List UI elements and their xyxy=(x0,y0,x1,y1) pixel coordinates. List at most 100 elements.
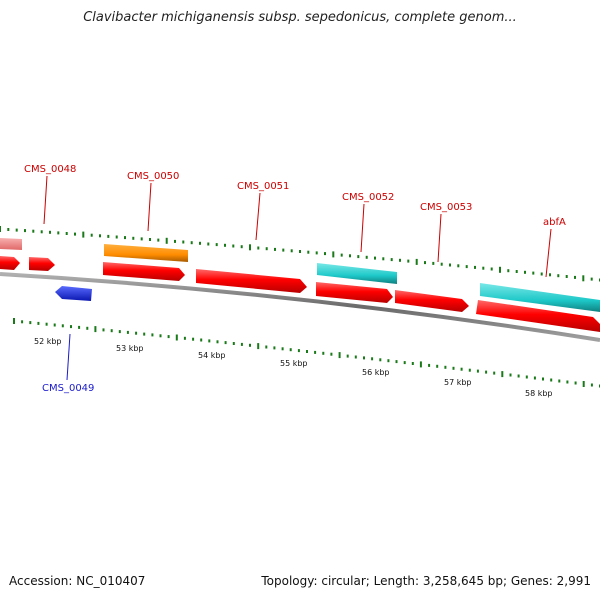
minor-tick xyxy=(590,383,593,387)
gene-feature[interactable] xyxy=(480,283,600,312)
minor-tick xyxy=(32,229,35,233)
cds-arrow[interactable] xyxy=(316,282,393,303)
minor-tick xyxy=(436,364,439,368)
minor-tick xyxy=(297,349,300,353)
minor-tick xyxy=(566,380,569,384)
cds-arrow[interactable] xyxy=(395,290,469,312)
minor-tick xyxy=(460,367,463,371)
major-tick xyxy=(582,381,585,387)
minor-tick xyxy=(78,325,81,329)
minor-tick xyxy=(515,270,518,273)
minor-tick xyxy=(65,232,68,235)
minor-tick xyxy=(151,333,154,337)
minor-tick xyxy=(135,331,138,335)
minor-tick xyxy=(7,228,10,231)
minor-tick xyxy=(110,329,113,333)
minor-tick xyxy=(322,351,325,355)
minor-tick xyxy=(99,234,101,238)
minor-tick xyxy=(379,358,382,362)
gene-label-abfa[interactable]: abfA xyxy=(543,217,566,228)
minor-tick xyxy=(432,261,435,265)
minor-tick xyxy=(507,269,510,273)
minor-tick xyxy=(346,354,349,358)
minor-tick xyxy=(407,259,410,263)
minor-tick xyxy=(465,265,468,269)
minor-tick xyxy=(403,361,406,365)
minor-tick xyxy=(159,334,162,338)
minor-tick xyxy=(215,243,218,247)
minor-tick xyxy=(74,232,76,236)
major-tick xyxy=(94,326,97,333)
genome-title: Clavibacter michiganensis subsp. sepedon… xyxy=(83,10,517,25)
minor-tick xyxy=(273,346,276,350)
gene-label-cms-0051[interactable]: CMS_0051 xyxy=(237,181,289,192)
minor-tick xyxy=(249,343,251,347)
gene-label-cms-0048[interactable]: CMS_0048 xyxy=(24,164,76,175)
cds-arrow[interactable] xyxy=(476,300,600,332)
minor-tick xyxy=(330,352,333,356)
kbp-label: 56 kbp xyxy=(362,368,390,377)
major-tick xyxy=(165,237,168,244)
minor-tick xyxy=(354,355,357,359)
reverse-cds-arrow[interactable] xyxy=(55,286,92,301)
gene-feature[interactable] xyxy=(104,244,188,262)
kbp-label: 54 kbp xyxy=(198,351,226,360)
major-tick xyxy=(499,266,501,273)
minor-tick xyxy=(307,250,310,254)
minor-tick xyxy=(395,360,398,364)
minor-tick xyxy=(207,242,210,246)
minor-tick xyxy=(90,233,93,237)
minor-tick xyxy=(390,258,393,262)
minor-tick xyxy=(452,366,455,370)
kbp-label: 52 kbp xyxy=(34,337,62,346)
gene-feature[interactable] xyxy=(317,263,397,284)
minor-tick xyxy=(200,338,203,342)
minor-tick xyxy=(444,365,447,369)
minor-tick xyxy=(558,379,561,383)
minor-tick xyxy=(324,252,326,256)
gene-label-cms-0053[interactable]: CMS_0053 xyxy=(420,202,472,213)
major-tick xyxy=(257,343,260,350)
minor-tick xyxy=(224,243,226,247)
major-tick xyxy=(332,251,335,258)
gene-label-cms-0052[interactable]: CMS_0052 xyxy=(342,192,394,203)
upper-tick-track xyxy=(0,226,600,282)
kbp-labels: 52 kbp 53 kbp 54 kbp 55 kbp 56 kbp 57 kb… xyxy=(34,337,553,398)
minor-tick xyxy=(457,264,460,268)
minor-tick xyxy=(274,247,276,251)
minor-tick xyxy=(449,263,451,267)
minor-tick xyxy=(363,356,365,360)
minor-tick xyxy=(371,357,374,361)
minor-tick xyxy=(115,235,118,239)
major-tick xyxy=(501,371,504,378)
gene-feature[interactable] xyxy=(0,238,22,250)
gene-track xyxy=(0,238,600,312)
minor-tick xyxy=(199,241,201,245)
minor-tick xyxy=(118,330,121,334)
minor-tick xyxy=(306,350,308,353)
cds-arrow[interactable] xyxy=(103,262,185,281)
cds-arrow[interactable] xyxy=(0,256,20,270)
kbp-label: 55 kbp xyxy=(280,359,308,368)
minor-tick xyxy=(57,231,60,235)
minor-tick xyxy=(315,251,318,255)
cds-arrow[interactable] xyxy=(29,257,55,271)
minor-tick xyxy=(102,328,105,332)
minor-tick xyxy=(525,375,528,379)
minor-tick xyxy=(21,320,24,324)
kbp-label: 58 kbp xyxy=(525,389,553,398)
minor-tick xyxy=(557,274,560,278)
gene-label-cms-0049[interactable]: CMS_0049 xyxy=(42,383,94,394)
gene-label-cms-0050[interactable]: CMS_0050 xyxy=(127,171,179,182)
minor-tick xyxy=(550,378,553,382)
minor-tick xyxy=(265,247,268,251)
minor-tick xyxy=(126,330,129,334)
minor-tick xyxy=(282,248,285,252)
minor-tick xyxy=(45,322,48,326)
minor-tick xyxy=(174,239,176,243)
minor-tick xyxy=(574,381,577,385)
cds-arrow[interactable] xyxy=(196,269,307,293)
kbp-label: 53 kbp xyxy=(116,344,144,353)
